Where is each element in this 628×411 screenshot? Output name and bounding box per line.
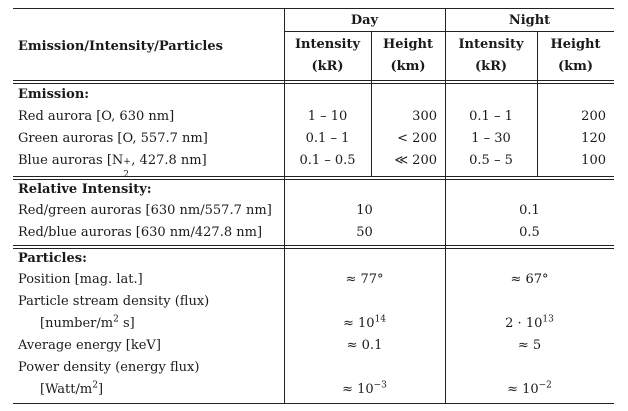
particles-stream-night-exp: 13 <box>542 314 554 325</box>
particles-stream-label: Particle stream density (flux) <box>18 294 210 309</box>
header-day: Day <box>350 13 379 28</box>
emission-red-night-height: 200 <box>581 109 606 124</box>
particles-power-night-exp: −2 <box>538 380 552 391</box>
particles-energy-label: Average energy [keV] <box>18 338 161 353</box>
emission-red-label: Red aurora [O, 630 nm] <box>18 109 175 124</box>
section-particles-title: Particles: <box>18 251 87 266</box>
particles-stream-night: 2 · 1013 <box>445 314 614 332</box>
emission-red-day-height: 300 <box>412 109 437 124</box>
header-column-label: Emission/Intensity/Particles <box>18 39 223 54</box>
relative-red-blue-label: Red/blue auroras [630 nm/427.8 nm] <box>18 225 263 240</box>
header-night-intensity: Intensity <box>458 37 524 52</box>
rule-v-label <box>284 8 285 404</box>
emission-blue-night-intensity: 0.5 – 5 <box>469 153 513 168</box>
section-relative-title: Relative Intensity: <box>18 182 152 197</box>
particles-stream-unit-pre: [number/m <box>40 316 114 331</box>
particles-energy-night: ≈ 5 <box>517 338 542 353</box>
particles-stream-day-exp: 14 <box>374 314 387 325</box>
emission-green-day-height: < 200 <box>397 131 437 146</box>
rule-v-night-split <box>537 31 538 176</box>
header-day-intensity-unit: (kR) <box>311 59 344 74</box>
rule-top <box>13 8 614 9</box>
rule-v-day-split <box>371 31 372 176</box>
header-day-height-unit: (km) <box>390 59 426 74</box>
rule-bottom <box>13 403 614 404</box>
emission-blue-label-post: , 427.8 nm] <box>131 153 207 168</box>
particles-power-night-base: ≈ 10 <box>507 382 539 397</box>
emission-blue-day-height: ≪ 200 <box>394 153 437 168</box>
rule-v-day-night <box>445 8 446 404</box>
relative-red-blue-night: 0.5 <box>519 225 540 240</box>
emission-red-night-intensity: 0.1 – 1 <box>469 109 513 124</box>
header-night-intensity-unit: (kR) <box>474 59 508 74</box>
emission-green-night-height: 120 <box>581 131 606 146</box>
particles-position-label: Position [mag. lat.] <box>18 272 143 287</box>
rule-relative-1 <box>13 245 614 246</box>
header-day-intensity: Intensity <box>294 37 361 52</box>
particles-stream-day-base: ≈ 10 <box>342 316 375 331</box>
emission-blue-label-pre: Blue auroras [N <box>18 153 124 168</box>
particles-stream-night-base: 2 · 10 <box>505 316 543 331</box>
rule-emission-2 <box>13 179 614 180</box>
particles-power-night: ≈ 10−2 <box>445 380 614 398</box>
emission-blue-label: Blue auroras [N +2, 427.8 nm] <box>18 153 207 180</box>
rule-day-night-underline <box>284 31 614 32</box>
particles-power-unit-sup: 2 <box>92 380 98 391</box>
emission-blue-night-height: 100 <box>581 153 606 168</box>
rule-relative-2 <box>13 248 614 249</box>
emission-blue-day-intensity: 0.1 – 0.5 <box>299 153 356 168</box>
header-night-height-unit: (km) <box>557 59 594 74</box>
relative-red-green-day: 10 <box>356 203 373 218</box>
emission-green-day-intensity: 0.1 – 1 <box>305 131 350 146</box>
particles-stream-unit-post: s] <box>118 316 135 331</box>
rule-header-2 <box>13 83 614 84</box>
particles-power-unit: [Watt/m2] <box>40 380 104 398</box>
emission-green-label: Green auroras [O, 557.7 nm] <box>18 131 208 146</box>
particles-power-unit-post: ] <box>97 382 104 397</box>
particles-stream-unit: [number/m2 s] <box>40 314 135 332</box>
emission-green-night-intensity: 1 – 30 <box>471 131 511 146</box>
header-day-height: Height <box>382 37 434 52</box>
rule-header-1 <box>13 80 614 81</box>
emission-red-day-intensity: 1 – 10 <box>307 109 348 124</box>
header-night: Night <box>508 13 551 28</box>
particles-power-day-base: ≈ 10 <box>342 382 374 397</box>
aurora-data-table: Day Night Emission/Intensity/Particles I… <box>13 8 614 404</box>
particles-power-unit-pre: [Watt/m <box>40 382 93 397</box>
relative-red-green-night: 0.1 <box>519 203 540 218</box>
relative-red-green-label: Red/green auroras [630 nm/557.7 nm] <box>18 203 272 218</box>
particles-energy-day: ≈ 0.1 <box>346 338 383 353</box>
particles-stream-unit-sup: 2 <box>113 314 119 325</box>
header-night-height: Height <box>550 37 601 52</box>
particles-stream-day: ≈ 1014 <box>284 314 445 332</box>
particles-power-label: Power density (energy flux) <box>18 360 200 375</box>
relative-red-blue-day: 50 <box>356 225 373 240</box>
particles-power-day: ≈ 10−3 <box>284 380 445 398</box>
section-emission-title: Emission: <box>18 87 90 102</box>
particles-position-night: ≈ 67° <box>510 272 549 287</box>
particles-position-day: ≈ 77° <box>345 272 384 287</box>
particles-power-day-exp: −3 <box>373 380 387 391</box>
rule-emission-1 <box>13 176 614 177</box>
